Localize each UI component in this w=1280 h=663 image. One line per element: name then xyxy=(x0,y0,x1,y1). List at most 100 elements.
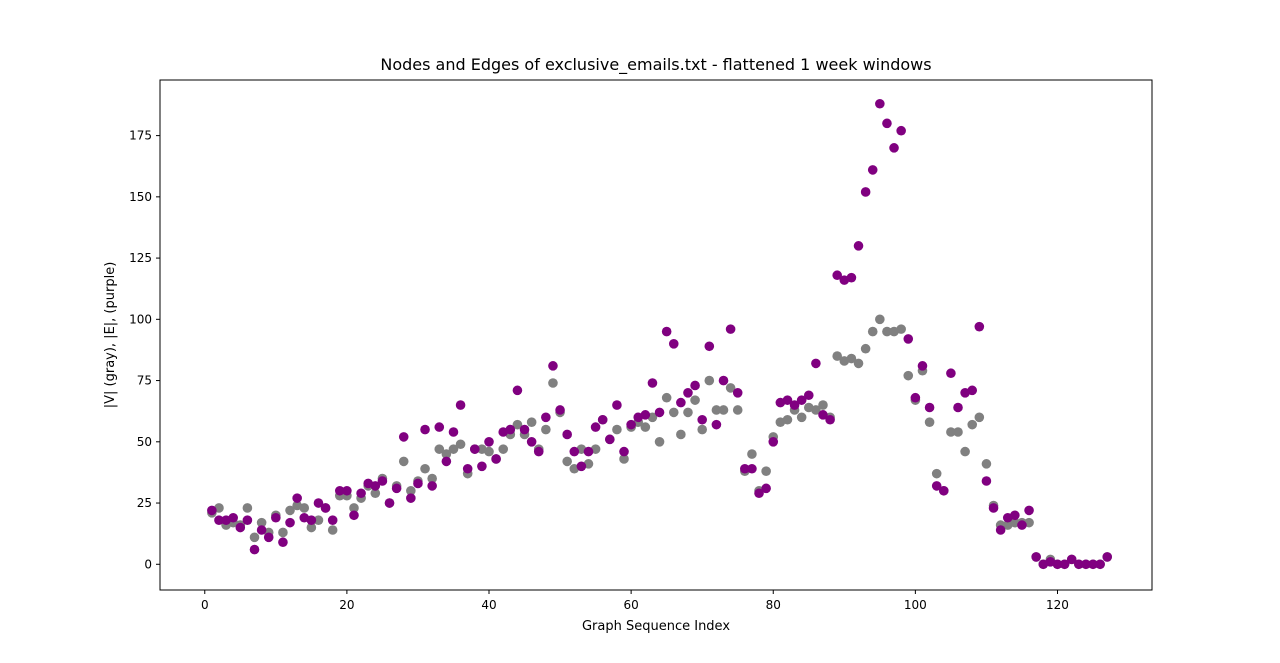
scatter-point xyxy=(278,527,288,538)
scatter-point xyxy=(1081,559,1091,570)
scatter-point xyxy=(882,118,892,129)
scatter-point xyxy=(903,370,914,381)
scatter-point xyxy=(306,515,317,525)
x-tick-label: 20 xyxy=(339,598,354,612)
scatter-point xyxy=(434,422,445,432)
scatter-point xyxy=(981,476,992,486)
scatter-point xyxy=(974,321,985,332)
scatter-point xyxy=(1074,559,1084,570)
scatter-point xyxy=(505,424,516,435)
scatter-point xyxy=(661,392,672,403)
scatter-point xyxy=(434,444,445,454)
scatter-point xyxy=(292,493,302,503)
scatter-point xyxy=(398,456,409,467)
x-tick-label: 40 xyxy=(481,598,496,612)
scatter-point xyxy=(597,414,608,425)
y-axis: 0 25 50 75 100 125 150 175 xyxy=(129,129,160,571)
scatter-point xyxy=(427,473,437,484)
scatter-point xyxy=(242,515,253,525)
scatter-point xyxy=(406,493,416,503)
scatter-point xyxy=(526,417,537,428)
scatter-point xyxy=(356,488,366,499)
scatter-point xyxy=(803,390,814,401)
scatter-point xyxy=(562,429,572,440)
scatter-point xyxy=(697,424,707,435)
scatter-point xyxy=(455,400,466,410)
scatter-point xyxy=(491,454,501,464)
scatter-point xyxy=(903,334,914,344)
scatter-point xyxy=(583,446,594,457)
scatter-point xyxy=(711,405,722,415)
scatter-point xyxy=(981,459,992,469)
scatter-point xyxy=(306,522,317,533)
scatter-point xyxy=(1088,559,1098,570)
scatter-point xyxy=(811,358,821,369)
y-tick-label: 150 xyxy=(129,190,152,204)
scatter-point xyxy=(931,468,942,479)
scatter-point xyxy=(889,143,899,153)
scatter-point xyxy=(455,439,466,450)
scatter-point xyxy=(825,414,835,425)
scatter-point xyxy=(711,419,722,430)
scatter-point xyxy=(668,339,679,349)
y-axis-label: |V| (gray), |E|, (purple) xyxy=(103,262,118,409)
scatter-point xyxy=(1017,520,1027,530)
scatter-point xyxy=(754,488,764,499)
scatter-point xyxy=(860,343,871,354)
scatter-point xyxy=(562,456,572,467)
scatter-point xyxy=(690,395,700,405)
scatter-point xyxy=(1059,559,1070,570)
scatter-point xyxy=(605,434,615,445)
scatter-point xyxy=(477,461,487,472)
scatter-point xyxy=(327,515,338,525)
scatter-point xyxy=(946,427,956,437)
scatter-point xyxy=(782,414,793,425)
y-tick-label: 175 xyxy=(129,129,152,143)
scatter-point xyxy=(334,485,345,496)
scatter-point xyxy=(683,407,693,418)
scatter-point xyxy=(704,341,715,352)
scatter-point xyxy=(1024,505,1034,516)
scatter-point xyxy=(818,410,828,420)
x-tick-label: 120 xyxy=(1046,598,1069,612)
scatter-point xyxy=(732,405,743,415)
scatter-point xyxy=(875,314,885,325)
scatter-point xyxy=(846,353,857,364)
scatter-point xyxy=(747,449,757,459)
scatter-point xyxy=(349,503,359,513)
scatter-point xyxy=(519,424,530,435)
scatter-point xyxy=(860,187,871,197)
scatter-point xyxy=(704,375,715,386)
scatter-point xyxy=(789,400,800,410)
x-tick-label: 80 xyxy=(766,598,781,612)
y-tick-label: 25 xyxy=(137,496,152,510)
scatter-point xyxy=(441,449,452,459)
scatter-point xyxy=(299,503,310,513)
scatter-point xyxy=(953,402,963,413)
scatter-point xyxy=(448,427,459,437)
scatter-point xyxy=(320,503,331,513)
scatter-point xyxy=(498,444,509,454)
scatter-point xyxy=(391,483,402,494)
scatter-point xyxy=(896,324,906,334)
chart-title: Nodes and Edges of exclusive_emails.txt … xyxy=(380,55,931,75)
y-tick-label: 125 xyxy=(129,251,152,265)
scatter-point xyxy=(1102,552,1113,562)
scatter-point xyxy=(1031,552,1041,562)
scatter-point xyxy=(377,476,388,486)
scatter-point xyxy=(725,324,736,334)
plot-frame xyxy=(159,79,1153,591)
scatter-point xyxy=(988,503,999,513)
scatter-point xyxy=(398,432,409,442)
scatter-point xyxy=(1095,559,1105,570)
scatter-point xyxy=(995,525,1006,535)
scatter-point xyxy=(541,424,551,435)
scatter-point xyxy=(256,525,267,535)
scatter-point xyxy=(676,429,686,440)
scatter-point xyxy=(740,463,750,474)
scatter-point xyxy=(612,400,622,410)
x-axis: 0 20 40 60 80 100 120 xyxy=(201,590,1069,612)
scatter-point xyxy=(619,446,629,457)
scatter-point xyxy=(484,437,494,447)
scatter-point xyxy=(946,368,956,379)
